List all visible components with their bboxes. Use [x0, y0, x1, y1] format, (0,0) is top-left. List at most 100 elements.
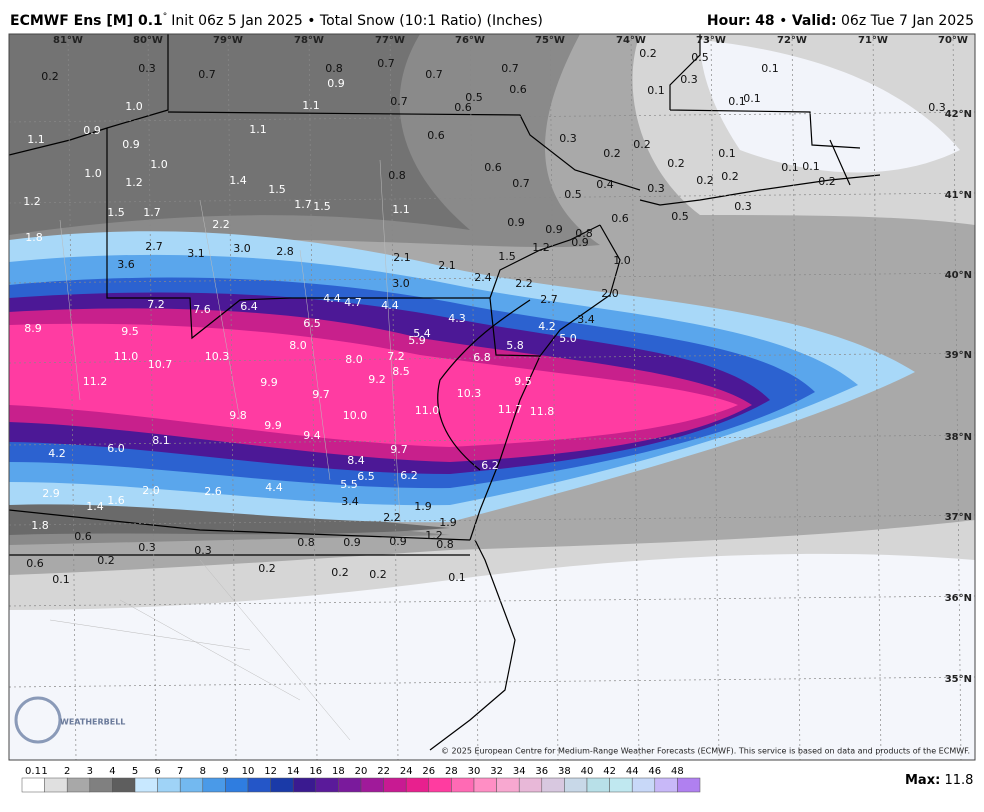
snow-amount: 0.6: [611, 212, 629, 225]
snow-amount: 6.2: [400, 469, 418, 482]
snow-amount: 4.4: [265, 481, 283, 494]
snow-amount: 0.9: [571, 236, 589, 249]
colorbar-label: 28: [445, 766, 458, 777]
snow-amount: 0.9: [545, 223, 563, 236]
header-right: Hour: 48 • Valid: 06z Tue 7 Jan 2025: [707, 13, 974, 29]
snow-amount: 0.7: [501, 62, 519, 75]
lon-label: 71°W: [858, 35, 888, 46]
snow-amount: 2.4: [474, 271, 492, 284]
colorbar-swatch: [270, 777, 294, 793]
snow-amount: 0.6: [509, 83, 527, 96]
colorbar-swatch: [292, 777, 317, 793]
colorbar-swatch: [157, 777, 181, 793]
colorbar-label: 18: [332, 766, 345, 777]
snow-amount: 2.7: [145, 240, 163, 253]
lon-line: [469, 34, 479, 760]
snow-amount: 3.4: [341, 495, 359, 508]
colorbar-label: 30: [468, 766, 481, 777]
colorbar-label: 6: [154, 766, 160, 777]
lon-label: 79°W: [213, 35, 243, 46]
snow-amount: 10.3: [457, 387, 482, 400]
lon-line: [549, 34, 559, 760]
snow-amount: 1.1: [249, 123, 267, 136]
snow-amount: 10.7: [148, 358, 173, 371]
snow-amount: 0.9: [343, 536, 361, 549]
snow-amount: 1.5: [313, 200, 331, 213]
snow-amount: 0.7: [377, 57, 395, 70]
snow-amount: 9.9: [264, 419, 282, 432]
lon-line: [952, 34, 962, 760]
snow-amount: 0.3: [680, 73, 698, 86]
snow-amount: 1.5: [268, 183, 286, 196]
map-area: 81°W 80°W 79°W 78°W 77°W 76°W 75°W 74°W 73°W 72°W…: [9, 34, 975, 760]
colorbar-swatch: [66, 777, 91, 793]
snow-amount: 4.3: [448, 312, 466, 325]
snow-amount: 3.1: [187, 247, 205, 260]
snow-amount: 0.8: [325, 62, 343, 75]
lat-line: [9, 434, 975, 446]
snow-amount: 9.4: [303, 429, 321, 442]
sep: •: [779, 13, 787, 29]
snow-amount: 9.7: [390, 443, 408, 456]
snow-amount: 1.9: [439, 516, 457, 529]
colorbar-label: 3: [87, 766, 93, 777]
lon-label: 77°W: [375, 35, 405, 46]
snow-amount: 8.9: [24, 322, 42, 335]
snow-amount: 1.8: [25, 231, 43, 244]
colorbar-swatch: [202, 777, 226, 793]
snow-amount: 2.9: [42, 487, 60, 500]
colorbar-swatch: [654, 777, 678, 793]
logo-swirl: [14, 696, 62, 744]
snow-amount: 1.4: [86, 500, 104, 513]
snow-amount: 0.6: [427, 129, 445, 142]
colorbar-swatch: [677, 777, 701, 793]
lat-line: [9, 111, 975, 123]
snow-amount: 8.4: [347, 454, 365, 467]
snow-amount: 0.9: [389, 535, 407, 548]
colorbar-swatch: [360, 777, 384, 793]
colorbar-label: 48: [671, 766, 684, 777]
snow-heavier: [9, 34, 470, 235]
snow-amount: 2.6: [204, 485, 222, 498]
snow-amount: 6.0: [107, 442, 125, 455]
snow-amount: 0.2: [721, 170, 739, 183]
snow-amount: 7.6: [193, 303, 211, 316]
snow-amount: 9.2: [368, 373, 386, 386]
snow-amount: 0.7: [390, 95, 408, 108]
colorbar-label: 20: [355, 766, 368, 777]
valid-label: Valid:: [792, 13, 837, 29]
snow-amount: 9.9: [260, 376, 278, 389]
no-snow: [700, 40, 960, 173]
colorbar-swatch: [496, 777, 520, 793]
lon-label: 75°W: [535, 35, 565, 46]
colorbar-swatch: [518, 777, 543, 793]
max-value: 11.8: [944, 773, 973, 788]
snow-amount: 0.2: [258, 562, 276, 575]
colorbar-swatch: [338, 777, 362, 793]
colorbar-swatch: [315, 777, 339, 793]
snow-amount: 11.0: [415, 404, 440, 417]
snow-amount: 0.1: [761, 62, 779, 75]
init: Init 06z 5 Jan 2025 • Total Snow (10:1 R…: [171, 13, 543, 29]
snow-amount: 2.1: [438, 259, 456, 272]
snow-amount: 3.0: [233, 242, 251, 255]
snow-amount: 10.3: [205, 350, 230, 363]
snow-amount: 11.2: [83, 375, 108, 388]
colorbar-label: 22: [377, 766, 390, 777]
degree: °: [163, 12, 168, 22]
valid: 06z Tue 7 Jan 2025: [841, 13, 974, 29]
model: ECMWF Ens [M] 0.1: [10, 13, 163, 29]
colorbar-label: 36: [535, 766, 548, 777]
colorbar-swatch: [383, 777, 407, 793]
snow-amount: 2.2: [515, 277, 533, 290]
lon-label: 81°W: [53, 35, 83, 46]
lat-label: 39°N: [945, 350, 972, 361]
snow-amount: 9.8: [229, 409, 247, 422]
colorbar-label: 5: [132, 766, 138, 777]
snow-amount: 0.1: [728, 95, 746, 108]
lat-label: 41°N: [945, 190, 972, 201]
snow-amount: 0.3: [928, 101, 946, 114]
snow-amount: 1.2: [532, 241, 550, 254]
logo: WEATHERBELL: [14, 696, 125, 744]
colorbar-label: 9: [222, 766, 228, 777]
